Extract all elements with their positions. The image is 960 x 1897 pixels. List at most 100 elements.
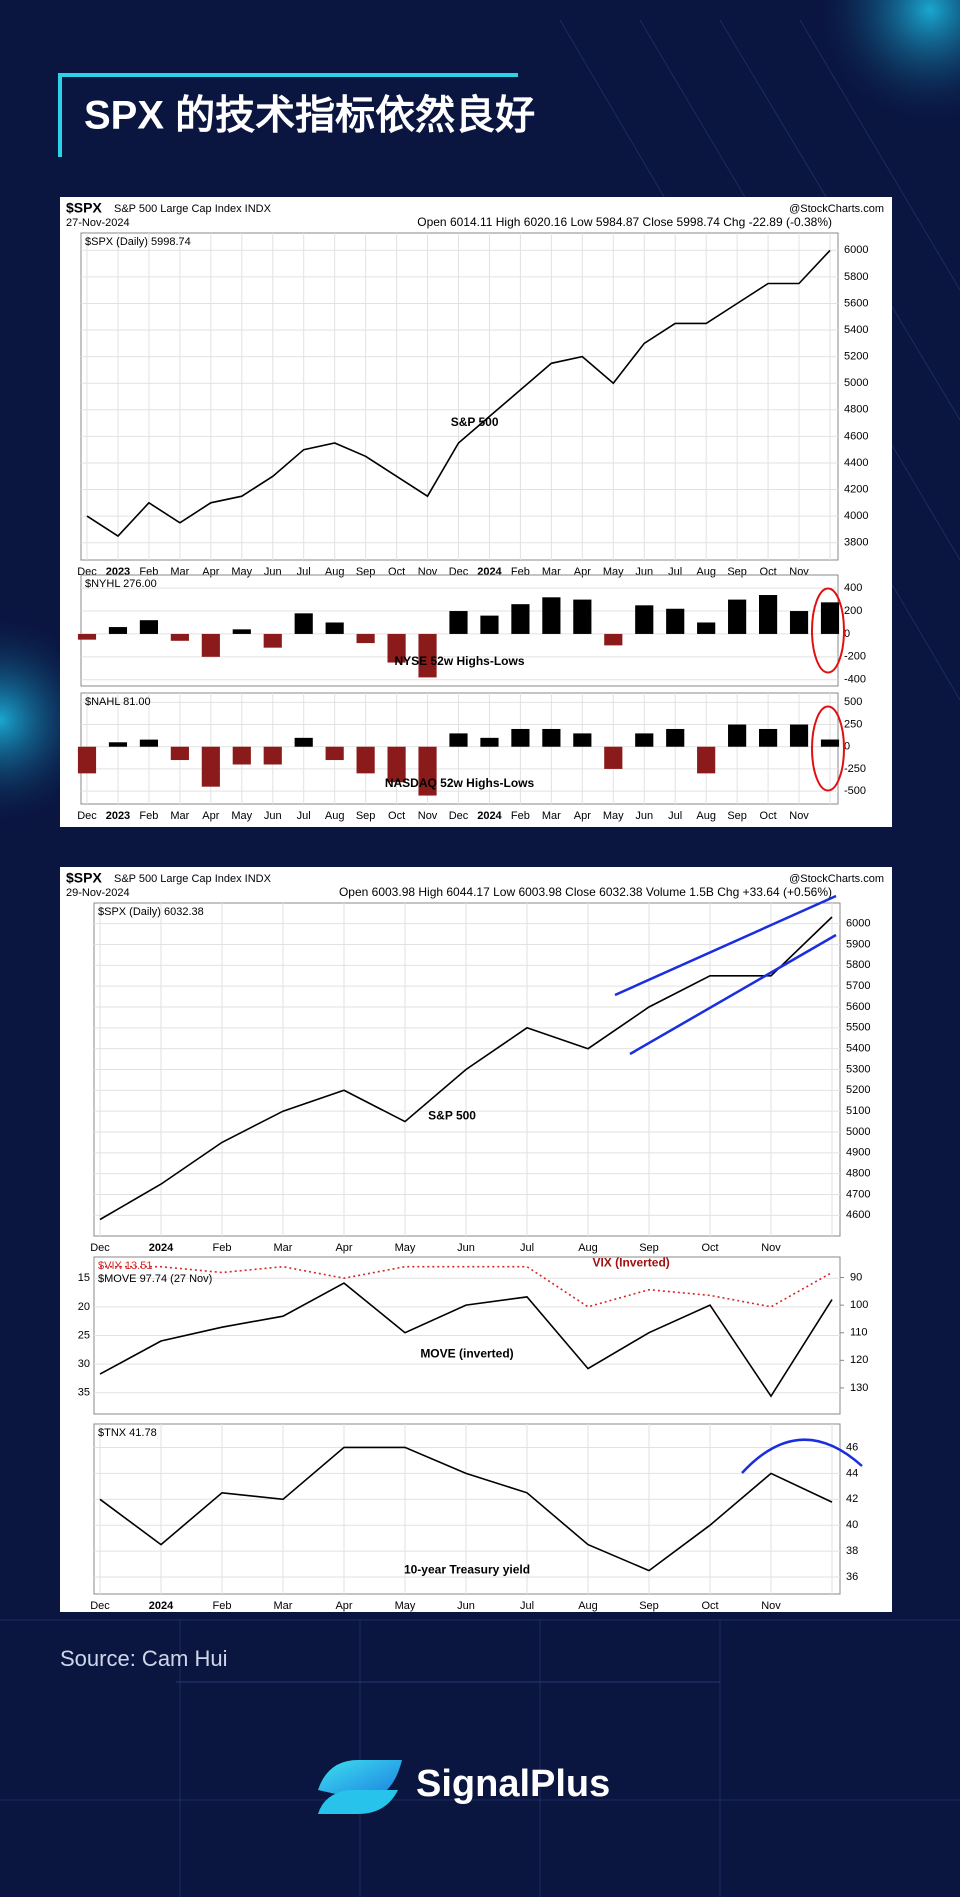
legend-entry: $SPX (Daily) 6032.38 [98,906,204,918]
x-tick-label: Jul [297,566,311,578]
bar [820,739,840,747]
x-tick-label: Sep [727,810,747,822]
y-tick-label: 250 [844,718,862,730]
bar [387,633,406,663]
symbol: $SPX [66,870,102,886]
legend-entry: $SPX (Daily) 5998.74 [85,236,191,248]
bar [449,733,468,747]
x-tick-label: May [231,566,252,578]
x-tick-label: Feb [139,810,158,822]
x-tick-label: Dec [449,566,469,578]
x-tick-label: Feb [213,1600,232,1612]
x-tick-label: Jul [520,1600,534,1612]
x-tick-label: May [603,810,624,822]
bar [480,737,499,747]
bar [666,728,685,747]
bar [511,604,530,634]
x-tick-label: Oct [760,810,777,822]
x-tick-label: May [231,810,252,822]
bar [480,615,499,634]
x-tick-label: Feb [213,1242,232,1254]
symbol: $SPX [66,200,102,216]
channel-line [629,933,837,1056]
y-tick-label: 200 [844,605,862,617]
annotation: S&P 500 [451,415,499,429]
x-tick-label: 2023 [106,566,130,578]
y-tick-label: 42 [846,1493,858,1505]
x-tick-label: May [395,1600,416,1612]
y2-tick-label: 110 [850,1327,868,1339]
bar [108,742,128,747]
x-tick-label: 2024 [149,1600,174,1612]
y2-tick-label: 90 [850,1271,862,1283]
x-tick-label: Oct [388,810,405,822]
y-tick-label: 5400 [846,1043,870,1055]
index-name: S&P 500 Large Cap Index INDX [114,873,272,885]
y-tick-label: 6000 [844,244,868,256]
y-tick-label: 5500 [846,1022,870,1034]
bar [294,613,313,634]
y-tick-label: 4800 [846,1168,870,1180]
bar [356,633,375,644]
bar [387,746,406,783]
y-tick-label: 5800 [844,271,868,283]
x-tick-label: 2024 [477,810,502,822]
legend-entry: $NAHL 81.00 [85,696,151,708]
x-tick-label: Feb [511,810,530,822]
x-tick-label: Jun [635,810,653,822]
x-tick-label: Nov [789,566,809,578]
x-tick-label: Nov [418,566,438,578]
date: 27-Nov-2024 [66,217,130,229]
brand: SignalPlus [416,1763,610,1805]
bar [604,746,623,769]
x-tick-label: Sep [727,566,747,578]
x-tick-label: Oct [701,1600,718,1612]
y2-tick-label: 120 [850,1354,868,1366]
y-tick-label: 35 [78,1387,90,1399]
annotation: MOVE (inverted) [420,1347,513,1361]
x-tick-label: Jun [457,1242,475,1254]
plot-area [80,232,839,561]
annotation: NYSE 52w Highs-Lows [394,654,524,668]
bar [232,746,251,765]
y-tick-label: 5800 [846,959,870,971]
y-tick-label: 5300 [846,1063,870,1075]
x-tick-label: Nov [418,810,438,822]
x-tick-label: Dec [90,1242,110,1254]
y-tick-label: 5200 [846,1084,870,1096]
chart-frame [60,867,892,1612]
x-tick-label: Mar [542,810,561,822]
x-tick-label: 2024 [149,1242,174,1254]
x-tick-label: Feb [511,566,530,578]
y-tick-label: 5600 [844,297,868,309]
x-tick-label: Aug [696,810,716,822]
annotation: S&P 500 [428,1108,476,1122]
y-tick-label: 38 [846,1545,858,1557]
bar [573,599,592,634]
bar [263,633,282,648]
x-tick-label: Oct [388,566,405,578]
quote: Open 6014.11 High 6020.16 Low 5984.87 Cl… [417,215,832,229]
x-tick-label: Aug [696,566,716,578]
y-tick-label: 5100 [846,1105,870,1117]
x-tick-label: Apr [335,1600,352,1612]
credit: @StockCharts.com [789,203,884,215]
x-tick-label: Jul [668,566,682,578]
x-tick-label: Dec [90,1600,110,1612]
x-tick-label: Sep [639,1242,659,1254]
x-tick-label: May [603,566,624,578]
y-tick-label: 36 [846,1571,858,1583]
y-tick-label: 5000 [846,1126,870,1138]
x-tick-label: Aug [578,1600,598,1612]
x-tick-label: Aug [325,566,345,578]
arc [741,1438,863,1474]
y-tick-label: -500 [844,785,866,797]
index-name: S&P 500 Large Cap Index INDX [114,203,272,215]
x-tick-label: Jun [635,566,653,578]
y-tick-label: 4600 [844,430,868,442]
y-tick-label: 40 [846,1519,858,1531]
x-tick-label: Apr [202,566,219,578]
bar [201,633,220,657]
bar [573,733,592,747]
x-tick-label: Jun [264,810,282,822]
